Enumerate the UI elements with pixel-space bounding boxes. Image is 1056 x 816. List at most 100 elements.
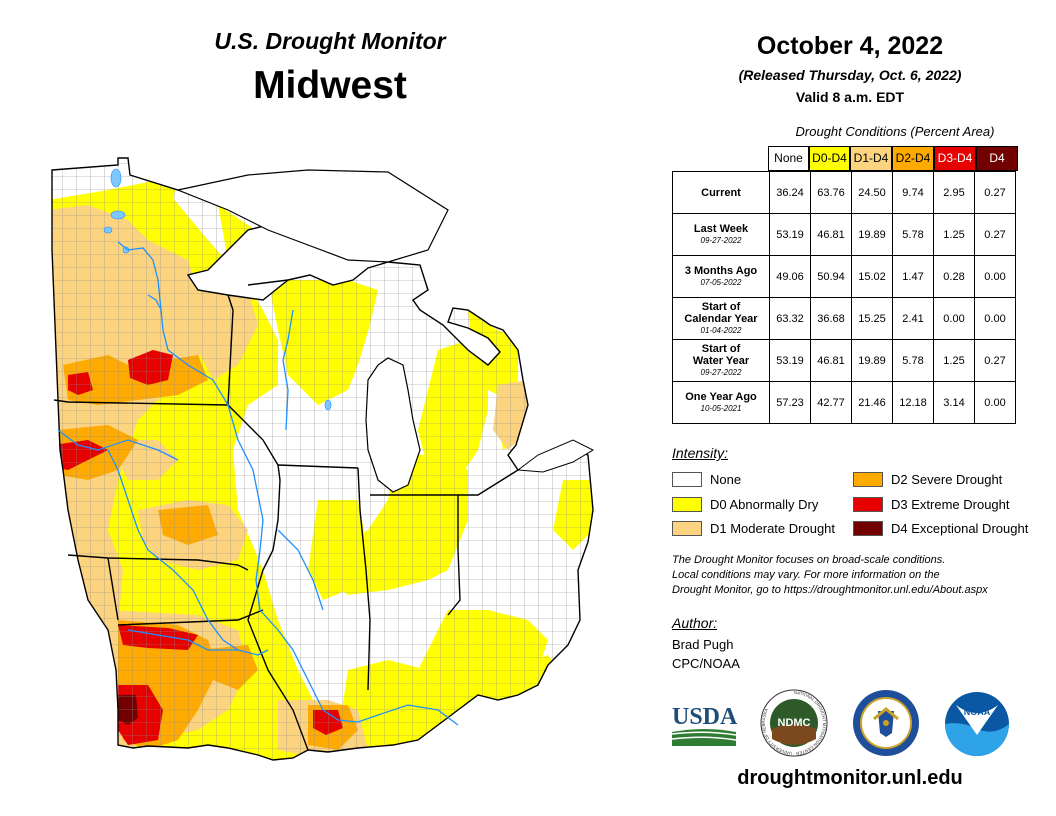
table-cell: 12.18 [892,381,934,424]
legend-swatch [853,497,883,512]
region-title: Midwest [253,64,407,107]
col-header-none: None [768,146,809,171]
table-cell: 2.95 [933,171,975,214]
usda-logo: USDA [671,704,738,746]
table-row: 3 Months Ago 07-05-2022 49.06 50.94 15.02… [672,255,1016,298]
table-cell: 57.23 [769,381,811,424]
table-row: One Year Ago 10-05-2021 57.23 42.77 21.46… [672,381,1016,424]
legend-label: None [710,472,742,487]
lake-michigan [365,357,421,493]
disclaimer-note: The Drought Monitor focuses on broad-sca… [672,553,1042,598]
author-name: Brad Pugh [672,637,734,652]
row-label: Start of Water Year 09-27-2022 [672,339,770,382]
table-cell: 63.32 [769,297,811,340]
table-cell: 5.78 [892,339,934,382]
table-cell: 0.00 [974,255,1016,298]
legend-title: Intensity: [672,445,729,461]
table-cell: 0.00 [974,297,1016,340]
legend-label: D2 Severe Drought [891,472,1003,487]
state-borders [51,157,594,761]
legend-item-d1: D1 Moderate Drought [672,520,835,537]
map-title: U.S. Drought Monitor [214,28,446,54]
table-cell: 3.14 [933,381,975,424]
table-cell: 63.76 [810,171,852,214]
legend-item-d3: D3 Extreme Drought [853,496,1010,513]
row-label: Last Week 09-27-2022 [672,213,770,256]
row-label: One Year Ago 10-05-2021 [672,381,770,424]
table-cell: 5.78 [892,213,934,256]
release-date: (Released Thursday, Oct. 6, 2022) [738,67,962,83]
legend-label: D4 Exceptional Drought [891,521,1029,536]
legend-swatch [672,472,702,487]
legend-label: D0 Abnormally Dry [710,497,819,512]
usda-logo-text: USDA [672,704,738,730]
table-cell: 50.94 [810,255,852,298]
ndmc-logo-text: NDMC [778,717,811,729]
col-header-d1-d4: D1-D4 [850,146,892,171]
legend-item-none: None [672,471,741,488]
table-cell: 19.89 [851,213,893,256]
legend-item-d2: D2 Severe Drought [853,471,1002,488]
table-row: Last Week 09-27-2022 53.19 46.81 19.89 5.… [672,213,1016,256]
col-header-d2-d4: D2-D4 [892,146,934,171]
table-cell: 36.24 [769,171,811,214]
table-cell: 1.47 [892,255,934,298]
row-label: 3 Months Ago 07-05-2022 [672,255,770,298]
row-label: Current [672,171,770,214]
table-cell: 9.74 [892,171,934,214]
table-cell: 0.00 [933,297,975,340]
legend-item-d4: D4 Exceptional Drought [853,520,1028,537]
table-cell: 0.27 [974,171,1016,214]
legend-swatch [672,497,702,512]
table-cell: 36.68 [810,297,852,340]
site-url[interactable]: droughtmonitor.unl.edu [737,767,963,789]
table-cell: 19.89 [851,339,893,382]
col-header-d0-d4: D0-D4 [809,146,850,171]
table-row: Start of Water Year 09-27-2022 53.19 46.81… [672,339,1016,382]
note-line: Local conditions may vary. For more info… [672,569,940,581]
map-date: October 4, 2022 [756,32,944,60]
table-cell: 15.02 [851,255,893,298]
small-lakes [103,168,332,411]
col-header-d3-d4: D3-D4 [934,146,976,171]
table-cell: 1.25 [933,339,975,382]
legend-swatch [853,521,883,536]
legend-swatch [853,472,883,487]
table-cell: 46.81 [810,339,852,382]
noaa-logo: NOAA [945,692,1009,756]
table-cell: 2.41 [892,297,934,340]
table-cell: 21.46 [851,381,893,424]
table-cell: 46.81 [810,213,852,256]
drought-map [51,157,595,761]
noaa-logo-text: NOAA [964,707,991,717]
table-cell: 53.19 [769,339,811,382]
legend-item-d0: D0 Abnormally Dry [672,496,818,513]
legend-swatch [672,521,702,536]
table-cell: 15.25 [851,297,893,340]
table-row: Current 36.24 63.76 24.50 9.74 2.95 0.27 [672,171,1016,214]
legend-label: D1 Moderate Drought [710,521,836,536]
author-org: CPC/NOAA [672,656,740,671]
note-line[interactable]: Drought Monitor, go to https://droughtmo… [672,584,988,596]
table-cell: 49.06 [769,255,811,298]
rivers [57,241,459,726]
drought-conditions-table: Current 36.24 63.76 24.50 9.74 2.95 0.27… [672,171,1016,424]
table-cell: 1.25 [933,213,975,256]
table-cell: 42.77 [810,381,852,424]
commerce-seal-logo [853,690,919,756]
table-cell: 24.50 [851,171,893,214]
col-header-d4: D4 [976,146,1018,171]
table-cell: 0.27 [974,213,1016,256]
row-label: Start of Calendar Year 01-04-2022 [672,297,770,340]
valid-time: Valid 8 a.m. EDT [795,89,905,105]
note-line: The Drought Monitor focuses on broad-sca… [672,554,946,566]
legend-label: D3 Extreme Drought [891,497,1010,512]
lake-superior [175,169,449,263]
table-cell: 0.27 [974,339,1016,382]
lake-erie [516,439,595,473]
table-cell: 53.19 [769,213,811,256]
table-caption: Drought Conditions (Percent Area) [795,124,995,139]
table-row: Start of Calendar Year 01-04-2022 63.32 36… [672,297,1016,340]
table-cell: 0.00 [974,381,1016,424]
ndmc-logo: NDMC NATIONAL DROUGHT MITIGATION CENTER … [760,689,828,757]
